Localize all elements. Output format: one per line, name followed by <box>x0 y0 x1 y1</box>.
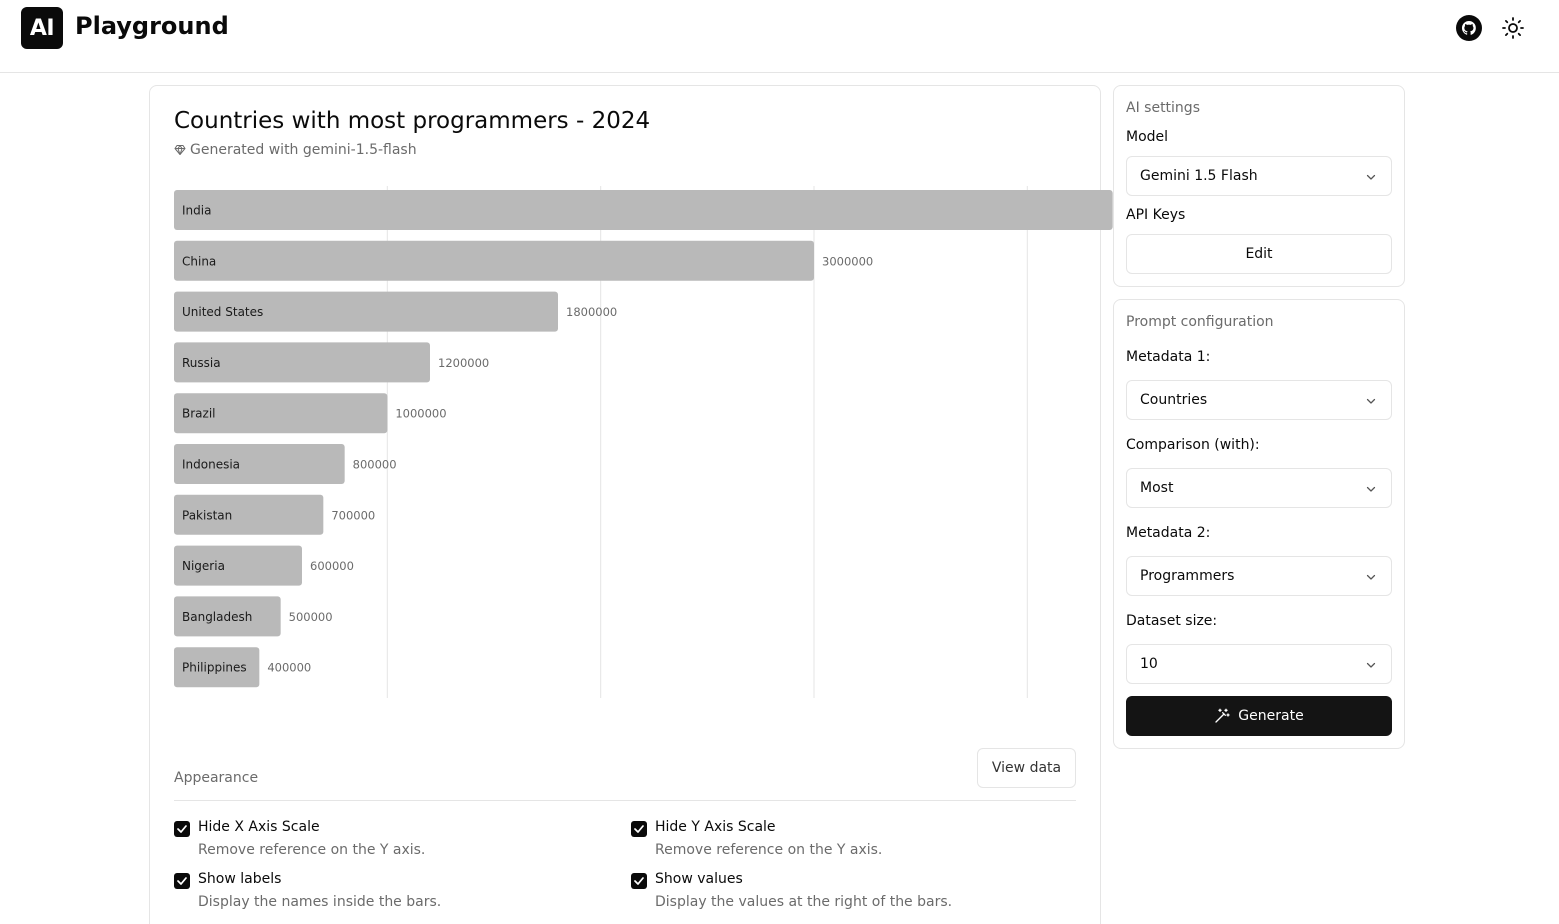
bar-label: Philippines <box>182 661 247 675</box>
api-keys-label: API Keys <box>1126 207 1186 223</box>
appearance-label: Appearance <box>174 770 259 786</box>
model-select[interactable]: Gemini 1.5 Flash <box>1126 156 1392 196</box>
bar-value: 400000 <box>267 661 311 675</box>
bar-value: 1200000 <box>438 356 489 370</box>
bar-label: Indonesia <box>182 458 240 472</box>
prompt-config-heading: Prompt configuration <box>1126 314 1274 330</box>
bar-label: India <box>182 204 211 218</box>
dataset-size-select[interactable]: 10 <box>1126 644 1392 684</box>
bar[interactable] <box>174 545 302 586</box>
bar[interactable] <box>174 393 388 434</box>
chevron-down-icon <box>1366 486 1376 492</box>
comparison-value: Most <box>1140 480 1174 496</box>
ai-settings-card: AI settings Model Gemini 1.5 Flash API K… <box>1113 85 1405 287</box>
metadata2-value: Programmers <box>1140 568 1235 584</box>
model-label: Model <box>1126 129 1169 145</box>
option-desc: Remove reference on the Y axis. <box>198 842 426 858</box>
check-icon <box>177 877 187 885</box>
comparison-select[interactable]: Most <box>1126 468 1392 508</box>
hide-y-axis-checkbox[interactable] <box>631 821 647 837</box>
app-header: AI Playground <box>0 0 1559 73</box>
show-values-checkbox[interactable] <box>631 873 647 889</box>
bar[interactable] <box>174 647 260 688</box>
bar-label: Russia <box>182 356 221 370</box>
bar-label: China <box>182 254 216 268</box>
sun-icon[interactable] <box>1501 16 1525 40</box>
option-title: Hide X Axis Scale <box>198 819 320 835</box>
model-value: Gemini 1.5 Flash <box>1140 168 1258 184</box>
chart-card: Countries with most programmers - 2024 G… <box>149 85 1172 924</box>
hide-x-axis-checkbox[interactable] <box>174 821 190 837</box>
chart-title: Countries with most programmers - 2024 <box>174 108 651 134</box>
bar-value: 1000000 <box>395 407 446 421</box>
divider <box>174 800 1076 801</box>
option-desc: Display the names inside the bars. <box>198 894 442 910</box>
view-data-button[interactable]: View data <box>977 748 1076 788</box>
prompt-config-card: Prompt configuration Metadata 1: Countri… <box>1113 299 1405 749</box>
bar-label: Pakistan <box>182 508 232 522</box>
subtitle-text: Generated with gemini-1.5-flash <box>190 142 417 158</box>
bar-label: Bangladesh <box>182 610 252 624</box>
chevron-down-icon <box>1366 662 1376 668</box>
metadata1-select[interactable]: Countries <box>1126 380 1392 420</box>
generate-label: Generate <box>1238 708 1304 724</box>
dataset-size-label: Dataset size: <box>1126 613 1218 629</box>
bar-value: 500000 <box>289 610 333 624</box>
logo: AI <box>21 7 63 49</box>
generate-button[interactable]: Generate <box>1126 696 1392 736</box>
chevron-down-icon <box>1366 574 1376 580</box>
gem-icon <box>174 145 186 155</box>
bar[interactable] <box>174 291 558 332</box>
edit-api-keys-button[interactable]: Edit <box>1126 234 1392 274</box>
ai-settings-heading: AI settings <box>1126 100 1200 116</box>
check-icon <box>177 825 187 833</box>
chart-subtitle: Generated with gemini-1.5-flash <box>174 142 417 158</box>
bar[interactable] <box>174 240 814 281</box>
check-icon <box>634 825 644 833</box>
option-desc: Display the values at the right of the b… <box>655 894 953 910</box>
bar[interactable] <box>174 596 281 637</box>
bar-value: 600000 <box>310 559 354 573</box>
metadata1-value: Countries <box>1140 392 1208 408</box>
bar-value: 800000 <box>353 458 397 472</box>
metadata2-select[interactable]: Programmers <box>1126 556 1392 596</box>
app-title: Playground <box>75 12 229 40</box>
bar-chart: India4400000China3000000United States180… <box>174 186 1172 698</box>
check-icon <box>634 877 644 885</box>
metadata2-label: Metadata 2: <box>1126 525 1211 541</box>
dataset-size-value: 10 <box>1140 656 1158 672</box>
option-title: Hide Y Axis Scale <box>655 819 776 835</box>
bar-chart-svg: India4400000China3000000United States180… <box>174 186 1172 698</box>
bar-value: 700000 <box>331 508 375 522</box>
bar-value: 3000000 <box>822 254 873 268</box>
chevron-down-icon <box>1366 174 1376 180</box>
bar[interactable] <box>174 342 430 383</box>
bar-label: Nigeria <box>182 559 225 573</box>
github-icon[interactable] <box>1456 15 1482 41</box>
option-title: Show labels <box>198 871 282 887</box>
option-title: Show values <box>655 871 743 887</box>
comparison-label: Comparison (with): <box>1126 437 1260 453</box>
bar-value: 1800000 <box>566 305 617 319</box>
show-labels-checkbox[interactable] <box>174 873 190 889</box>
bar-label: Brazil <box>182 407 216 421</box>
bar-label: United States <box>182 305 263 319</box>
bar[interactable] <box>174 444 345 484</box>
magic-wand-icon <box>1215 708 1230 723</box>
bar[interactable] <box>174 494 324 535</box>
metadata1-label: Metadata 1: <box>1126 349 1211 365</box>
bar[interactable] <box>174 190 1113 230</box>
chevron-down-icon <box>1366 398 1376 404</box>
option-desc: Remove reference on the Y axis. <box>655 842 883 858</box>
